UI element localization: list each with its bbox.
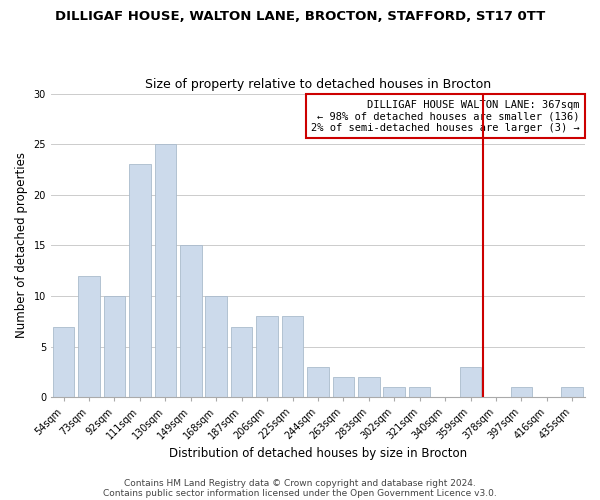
Bar bbox=[104, 296, 125, 398]
Text: DILLIGAF HOUSE, WALTON LANE, BROCTON, STAFFORD, ST17 0TT: DILLIGAF HOUSE, WALTON LANE, BROCTON, ST… bbox=[55, 10, 545, 23]
Bar bbox=[180, 246, 202, 398]
Text: Contains HM Land Registry data © Crown copyright and database right 2024.: Contains HM Land Registry data © Crown c… bbox=[124, 478, 476, 488]
Bar bbox=[383, 388, 405, 398]
Bar bbox=[155, 144, 176, 398]
Text: DILLIGAF HOUSE WALTON LANE: 367sqm
← 98% of detached houses are smaller (136)
2%: DILLIGAF HOUSE WALTON LANE: 367sqm ← 98%… bbox=[311, 100, 580, 133]
Text: Contains public sector information licensed under the Open Government Licence v3: Contains public sector information licen… bbox=[103, 488, 497, 498]
Bar bbox=[256, 316, 278, 398]
Bar bbox=[409, 388, 430, 398]
Bar bbox=[332, 377, 354, 398]
Bar bbox=[231, 326, 253, 398]
Bar bbox=[511, 388, 532, 398]
Y-axis label: Number of detached properties: Number of detached properties bbox=[15, 152, 28, 338]
X-axis label: Distribution of detached houses by size in Brocton: Distribution of detached houses by size … bbox=[169, 447, 467, 460]
Bar bbox=[78, 276, 100, 398]
Bar bbox=[307, 367, 329, 398]
Title: Size of property relative to detached houses in Brocton: Size of property relative to detached ho… bbox=[145, 78, 491, 91]
Bar bbox=[205, 296, 227, 398]
Bar bbox=[460, 367, 481, 398]
Bar bbox=[358, 377, 380, 398]
Bar bbox=[129, 164, 151, 398]
Bar bbox=[562, 388, 583, 398]
Bar bbox=[282, 316, 304, 398]
Bar bbox=[53, 326, 74, 398]
